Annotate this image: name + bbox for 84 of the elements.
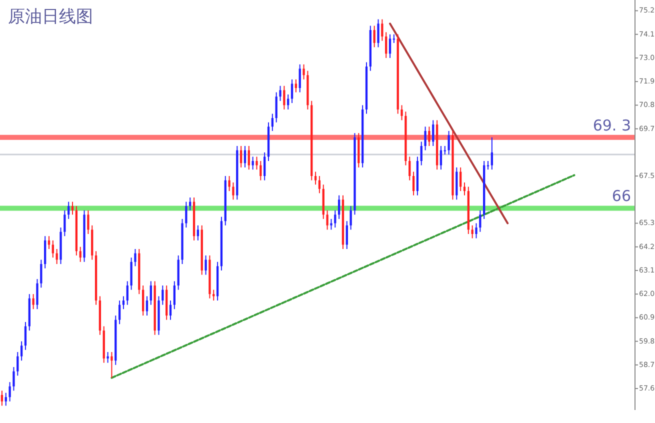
candlestick (36, 278, 38, 310)
candlestick (32, 294, 34, 310)
candlestick (400, 104, 403, 121)
candlestick (12, 366, 15, 392)
candlestick (130, 257, 132, 290)
candlestick (252, 156, 254, 170)
candlestick (173, 280, 176, 310)
candlestick (377, 18, 380, 48)
candlestick (448, 130, 450, 156)
candlestick (440, 145, 442, 170)
candlestick (87, 210, 90, 234)
candlestick (64, 210, 66, 237)
candlestick (279, 85, 282, 102)
candlestick (456, 166, 458, 200)
candlestick (314, 171, 317, 186)
candlestick (260, 160, 262, 181)
candlestick (122, 296, 125, 310)
candlestick (338, 194, 340, 220)
candlestick (0, 390, 4, 406)
candlestick (264, 152, 266, 181)
chart-title: 原油日线图 (8, 7, 93, 27)
candlestick (330, 218, 332, 230)
candlestick (146, 296, 148, 316)
candlestick (408, 156, 411, 181)
candlestick (142, 284, 144, 316)
candlestick (326, 210, 328, 230)
ref-line-label: 69. 3 (592, 116, 631, 134)
candlestick (185, 201, 188, 228)
candlestick (298, 64, 301, 93)
candlestick (110, 352, 113, 378)
line-series (389, 22, 509, 224)
candlestick (52, 240, 54, 258)
candlestick (204, 254, 207, 276)
candlestick (244, 145, 246, 168)
candlestick (248, 145, 250, 170)
candlestick (275, 92, 278, 123)
candlestick (432, 120, 434, 146)
candlestick (287, 94, 290, 110)
candlestick (475, 222, 478, 239)
candlestick (479, 210, 482, 232)
candlestick (424, 126, 426, 151)
candlestick (290, 78, 294, 104)
candlestick (420, 141, 422, 166)
candlestick (346, 220, 348, 250)
candlestick (334, 210, 336, 228)
candlestick (68, 201, 70, 220)
candlestick (228, 176, 230, 192)
candlestick (4, 392, 7, 406)
candlestick (350, 206, 352, 230)
candlestick (459, 166, 462, 192)
candlestick (373, 25, 376, 48)
candlestick (240, 145, 242, 168)
candlestick (428, 126, 430, 146)
candlestick (385, 32, 388, 58)
candlestick (302, 64, 305, 80)
candlestick (318, 176, 321, 194)
candlestick (232, 182, 234, 200)
candlestick (283, 85, 286, 110)
candlestick (71, 201, 74, 216)
candlestick (388, 34, 392, 58)
candlestick (126, 280, 128, 306)
candlestick (162, 284, 164, 306)
candlestick (271, 113, 274, 132)
candlestick (40, 259, 42, 288)
line-series (110, 174, 576, 379)
candlestick (294, 78, 298, 93)
candlestick (8, 382, 11, 402)
candlestick (196, 224, 200, 241)
ref-line-label: 66 (612, 187, 631, 206)
candlestick (16, 352, 19, 376)
candlestick (412, 171, 415, 196)
candlestick (471, 224, 474, 239)
candlestick (169, 300, 172, 320)
candlestick (150, 280, 152, 306)
candlestick (256, 156, 258, 170)
candlestick (106, 352, 109, 364)
candlestick (381, 18, 384, 42)
candlestick (490, 136, 494, 170)
candlestick (79, 246, 82, 262)
candlestick (24, 321, 27, 350)
candlestick (44, 236, 46, 269)
candlestick (134, 248, 136, 267)
candlestick (118, 300, 121, 325)
candlestick (20, 340, 23, 362)
